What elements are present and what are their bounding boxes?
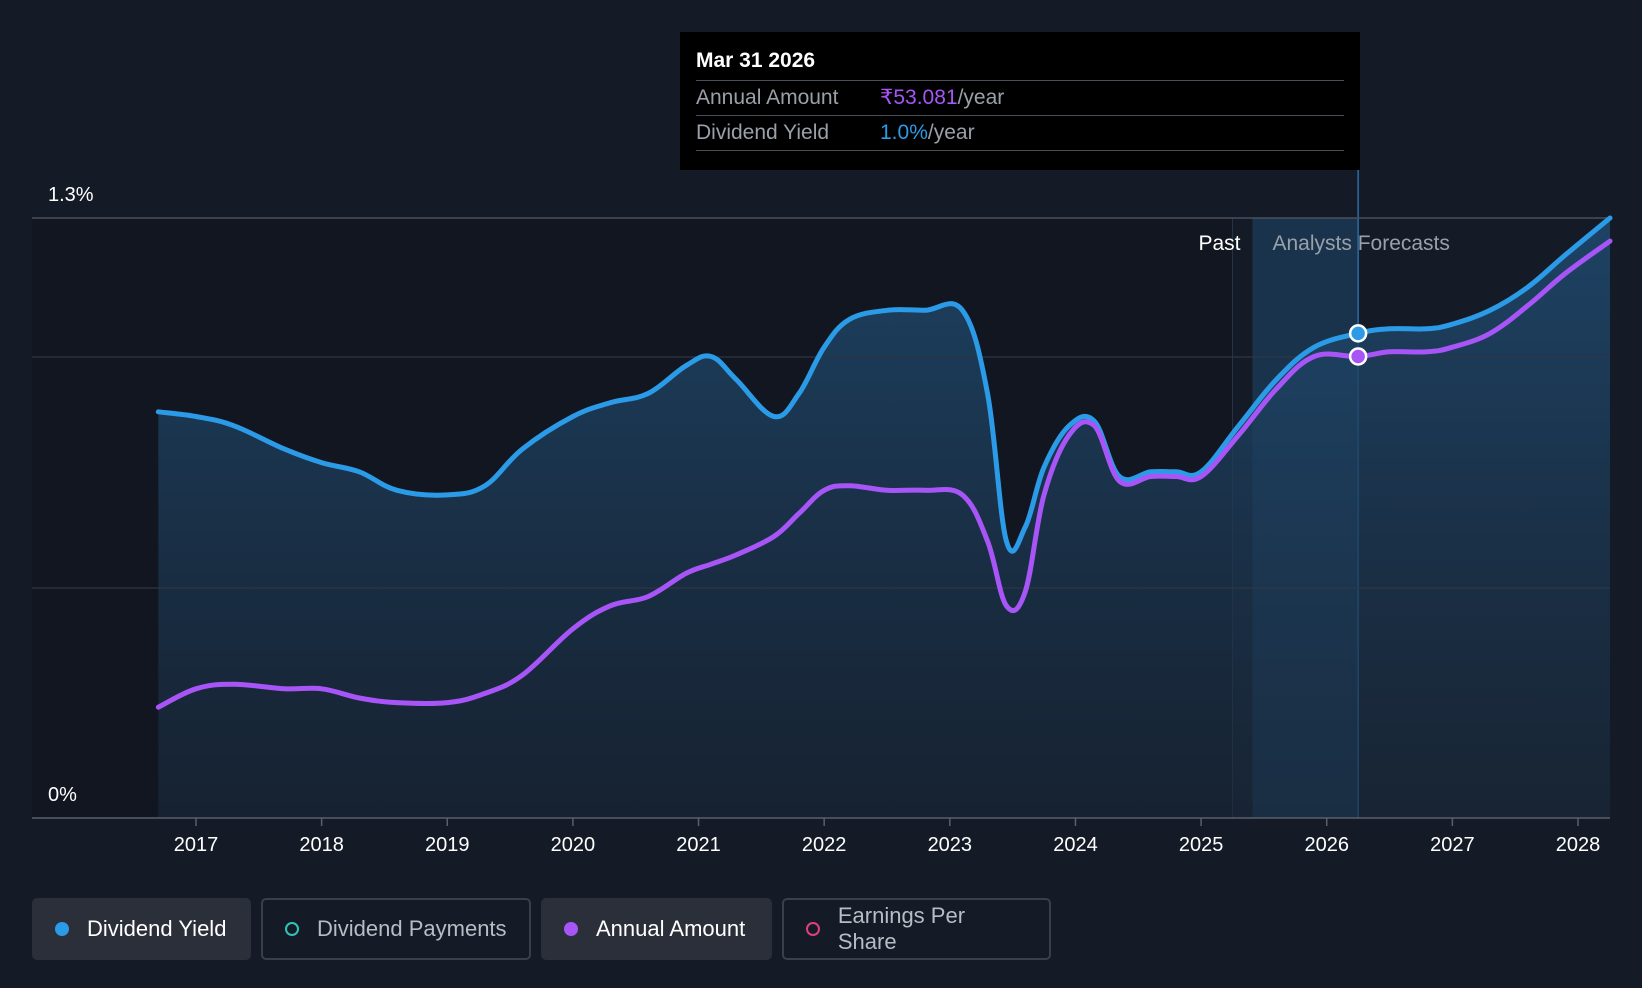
legend-dividend-payments-label: Dividend Payments <box>317 916 507 941</box>
tooltip-annual-amount-unit: /year <box>957 86 1005 109</box>
x-tick-label: 2023 <box>928 834 973 856</box>
x-tick-label: 2027 <box>1430 834 1475 856</box>
legend-annual-amount-label: Annual Amount <box>596 916 746 941</box>
tooltip-annual-amount-value: ₹53.081 <box>880 86 958 109</box>
tooltip-dividend-yield-unit: /year <box>927 121 975 144</box>
tooltip-annual-amount-label: Annual Amount <box>696 86 839 109</box>
past-zone-label: Past <box>1198 232 1240 255</box>
x-tick-label: 2021 <box>676 834 721 856</box>
legend-dividend-yield-label: Dividend Yield <box>87 916 227 941</box>
dividend-payments-ring-icon <box>285 922 299 936</box>
legend-dividend-yield[interactable]: Dividend Yield <box>32 898 251 960</box>
chart-legend: Dividend Yield Dividend Payments Annual … <box>32 898 1051 960</box>
dividend-yield-area <box>158 218 1610 818</box>
tooltip-dividend-yield-label: Dividend Yield <box>696 121 830 144</box>
dividend-yield-dot-icon <box>55 922 69 936</box>
y-axis-top-label: 1.3% <box>48 184 94 206</box>
tooltip-row-dividend-yield: Dividend Yield 1.0%/year <box>696 116 1344 151</box>
highlight-point-annual-amount <box>1348 347 1368 366</box>
x-tick-label: 2028 <box>1556 834 1601 856</box>
x-tick-label: 2019 <box>425 834 470 856</box>
legend-earnings-per-share[interactable]: Earnings Per Share <box>782 898 1051 960</box>
x-tick-label: 2022 <box>802 834 847 856</box>
legend-dividend-payments[interactable]: Dividend Payments <box>261 898 531 960</box>
highlight-point-dividend-yield <box>1348 324 1368 343</box>
x-tick-label: 2017 <box>174 834 219 856</box>
x-tick-label: 2020 <box>551 834 596 856</box>
earnings-per-share-ring-icon <box>806 922 820 936</box>
legend-earnings-per-share-label: Earnings Per Share <box>837 903 966 954</box>
chart-tooltip: Mar 31 2026 Annual Amount ₹53.081/year D… <box>680 32 1360 170</box>
legend-annual-amount[interactable]: Annual Amount <box>541 898 772 960</box>
tooltip-date: Mar 31 2026 <box>696 46 1344 81</box>
series-line-dividend-yield <box>155 215 1613 554</box>
x-tick-label: 2026 <box>1304 834 1349 856</box>
tooltip-row-annual-amount: Annual Amount ₹53.081/year <box>696 81 1344 116</box>
forecast-zone-label: Analysts Forecasts <box>1273 232 1450 255</box>
y-axis-bottom-label: 0% <box>48 784 77 806</box>
x-tick-label: 2018 <box>299 834 344 856</box>
annual-amount-dot-icon <box>564 922 578 936</box>
x-tick-label: 2025 <box>1179 834 1224 856</box>
tooltip-dividend-yield-value: 1.0% <box>880 121 928 144</box>
x-tick-label: 2024 <box>1053 834 1098 856</box>
